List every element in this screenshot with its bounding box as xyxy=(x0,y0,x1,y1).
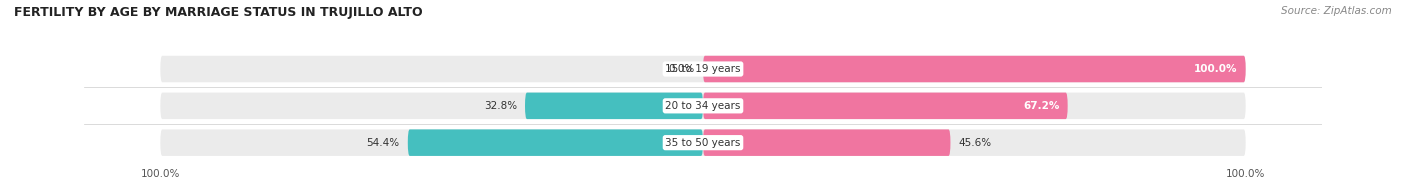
Text: 0.0%: 0.0% xyxy=(669,64,695,74)
Text: 35 to 50 years: 35 to 50 years xyxy=(665,138,741,148)
FancyBboxPatch shape xyxy=(703,129,950,156)
Text: 54.4%: 54.4% xyxy=(367,138,399,148)
FancyBboxPatch shape xyxy=(703,56,1246,82)
FancyBboxPatch shape xyxy=(160,93,1246,119)
FancyBboxPatch shape xyxy=(524,93,703,119)
Text: 67.2%: 67.2% xyxy=(1024,101,1060,111)
Text: FERTILITY BY AGE BY MARRIAGE STATUS IN TRUJILLO ALTO: FERTILITY BY AGE BY MARRIAGE STATUS IN T… xyxy=(14,6,423,19)
Text: 100.0%: 100.0% xyxy=(1194,64,1237,74)
FancyBboxPatch shape xyxy=(160,56,1246,82)
Text: 45.6%: 45.6% xyxy=(959,138,991,148)
Text: 32.8%: 32.8% xyxy=(484,101,517,111)
Text: 15 to 19 years: 15 to 19 years xyxy=(665,64,741,74)
FancyBboxPatch shape xyxy=(703,93,1067,119)
Text: 20 to 34 years: 20 to 34 years xyxy=(665,101,741,111)
FancyBboxPatch shape xyxy=(160,129,1246,156)
FancyBboxPatch shape xyxy=(408,129,703,156)
Text: Source: ZipAtlas.com: Source: ZipAtlas.com xyxy=(1281,6,1392,16)
